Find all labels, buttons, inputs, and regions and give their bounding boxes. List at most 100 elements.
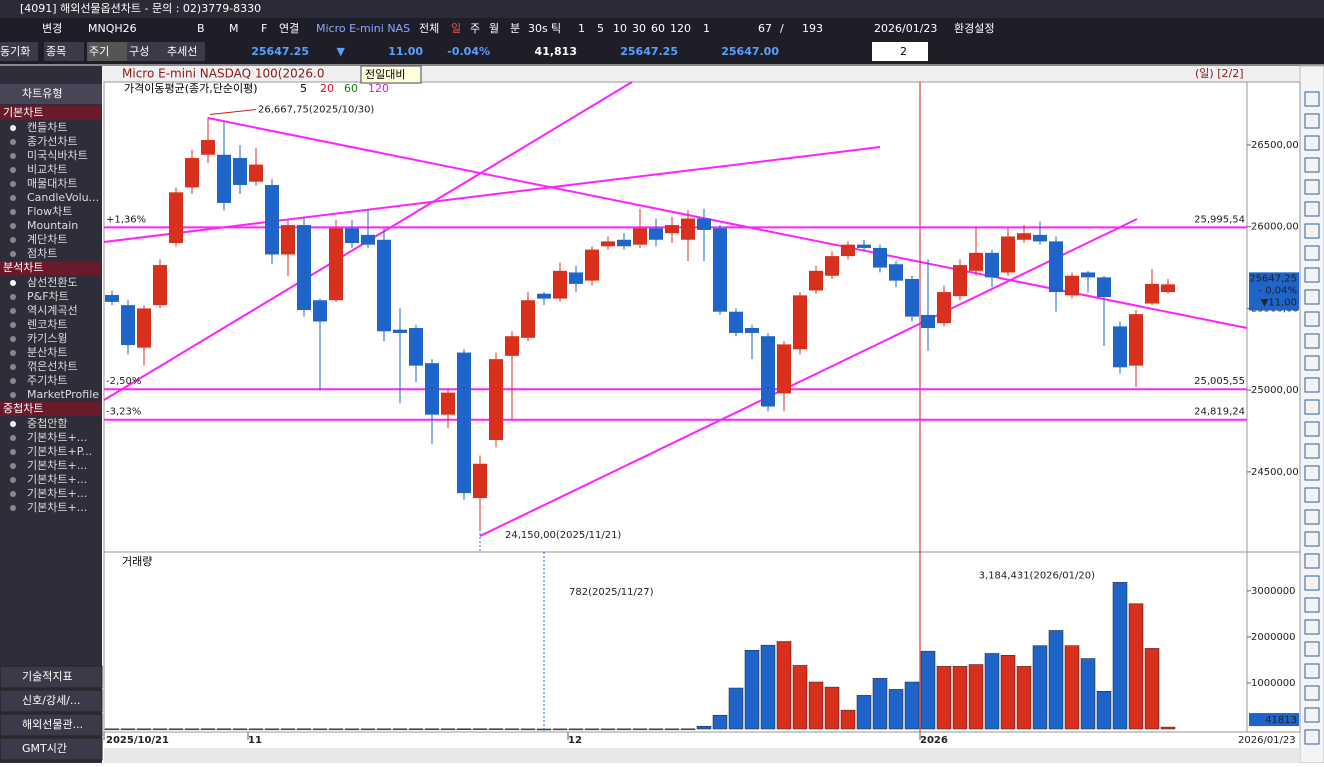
toolbar-item[interactable]: 주 — [470, 22, 480, 35]
panel-item[interactable]: 매물대차트 — [27, 177, 78, 190]
tool-icon[interactable] — [1304, 355, 1320, 371]
radio[interactable] — [10, 195, 16, 201]
panel-item[interactable]: 기본차트+... — [27, 501, 87, 514]
tab-bg[interactable] — [165, 42, 205, 61]
panel-item[interactable]: 기본차트+... — [27, 431, 87, 444]
toolbar-item[interactable]: 연결 — [279, 22, 299, 35]
toolbar-item[interactable]: Micro E-mini NAS — [316, 22, 410, 35]
panel-item[interactable]: 기본차트+P... — [27, 445, 92, 458]
toolbar-item[interactable]: M — [229, 22, 239, 35]
radio[interactable] — [10, 209, 16, 215]
tool-icon[interactable] — [1304, 531, 1320, 547]
tab-bg[interactable] — [0, 42, 38, 61]
bottom-item[interactable]: 신호/강세/... — [22, 694, 80, 707]
radio[interactable] — [10, 308, 16, 314]
radio[interactable] — [10, 350, 16, 356]
tool-icon[interactable] — [1304, 201, 1320, 217]
radio[interactable] — [10, 294, 16, 300]
panel-item[interactable]: 캔들차트 — [27, 121, 67, 134]
tool-icon[interactable] — [1304, 399, 1320, 415]
tool-icon[interactable] — [1304, 707, 1320, 723]
bottom-bg[interactable] — [0, 713, 103, 737]
tool-icon[interactable] — [1304, 443, 1320, 459]
panel-item[interactable]: 기본차트+... — [27, 473, 87, 486]
tool-icon[interactable] — [1304, 421, 1320, 437]
tool-icon[interactable] — [1304, 267, 1320, 283]
bottom-item[interactable]: GMT시간 — [22, 742, 67, 755]
toolbar-item[interactable]: 월 — [489, 22, 499, 35]
tab-bg[interactable] — [87, 42, 127, 61]
toolbar-item[interactable]: 10 — [613, 22, 627, 35]
radio[interactable] — [10, 167, 16, 173]
tab[interactable]: 추세선 — [167, 45, 197, 58]
tool-icon[interactable] — [1304, 465, 1320, 481]
panel-item[interactable]: 계단차트 — [27, 233, 67, 246]
bottom-item[interactable]: 해외선물관... — [22, 717, 83, 731]
toolbar-item[interactable]: 120 — [670, 22, 691, 35]
toolbar-item[interactable]: 5 — [597, 22, 604, 35]
tab-bg[interactable] — [44, 42, 84, 61]
panel-item[interactable]: 카기스윙 — [27, 332, 67, 345]
tool-icon[interactable] — [1304, 245, 1320, 261]
tool-icon[interactable] — [1304, 289, 1320, 305]
tool-icon[interactable] — [1304, 597, 1320, 613]
radio[interactable] — [10, 421, 16, 427]
radio[interactable] — [10, 125, 16, 131]
toolbar-item[interactable]: / — [780, 22, 784, 35]
toolbar-item[interactable]: 변경 — [42, 22, 62, 35]
panel-item[interactable]: MarketProfile — [27, 388, 99, 401]
panel-item[interactable]: 렌코차트 — [27, 318, 67, 331]
toolbar-item[interactable]: F — [261, 22, 267, 35]
tool-icon[interactable] — [1304, 487, 1320, 503]
tool-icon[interactable] — [1304, 377, 1320, 393]
tool-icon[interactable] — [1304, 91, 1320, 107]
tool-icon[interactable] — [1304, 113, 1320, 129]
tool-icon[interactable] — [1304, 223, 1320, 239]
toolbar-item[interactable]: 분 — [510, 22, 520, 35]
toolbar-item[interactable]: 30 — [632, 22, 646, 35]
panel-item[interactable]: 기본차트+... — [27, 459, 87, 472]
panel-item[interactable]: 미국식바차트 — [27, 149, 88, 162]
radio[interactable] — [10, 449, 16, 455]
tab[interactable]: 동기화 — [0, 45, 30, 58]
bottom-bg[interactable] — [0, 689, 103, 713]
panel-item[interactable]: 중첩안함 — [27, 417, 67, 430]
panel-item[interactable]: 기본차트+... — [27, 487, 87, 500]
tool-icon[interactable] — [1304, 509, 1320, 525]
toolbar-item[interactable]: 193 — [802, 22, 823, 35]
tool-icon[interactable] — [1304, 575, 1320, 591]
radio[interactable] — [10, 336, 16, 342]
tool-icon[interactable] — [1304, 135, 1320, 151]
panel-item[interactable]: CandleVolu... — [27, 191, 99, 204]
tool-icon[interactable] — [1304, 311, 1320, 327]
radio[interactable] — [10, 491, 16, 497]
toolbar-item[interactable]: 일 — [451, 21, 461, 35]
tool-icon[interactable] — [1304, 663, 1320, 679]
layout-select[interactable] — [872, 42, 928, 61]
radio[interactable] — [10, 223, 16, 229]
panel-item[interactable]: 종가선차트 — [27, 135, 78, 148]
tool-icon[interactable] — [1304, 619, 1320, 635]
tab[interactable]: 주기 — [89, 45, 109, 58]
bottom-bg[interactable] — [0, 665, 103, 689]
toolbar-item[interactable]: B — [197, 22, 205, 35]
panel-item[interactable]: 분산차트 — [27, 346, 67, 359]
tool-icon[interactable] — [1304, 641, 1320, 657]
toolbar-item[interactable]: 2026/01/23 — [874, 22, 937, 35]
radio[interactable] — [10, 139, 16, 145]
radio[interactable] — [10, 378, 16, 384]
panel-item[interactable]: P&F차트 — [27, 290, 69, 303]
panel-item[interactable]: Mountain — [27, 219, 78, 232]
radio[interactable] — [10, 237, 16, 243]
panel-item[interactable]: 점차트 — [27, 247, 57, 260]
panel-item[interactable]: 꺾은선차트 — [27, 360, 78, 373]
radio[interactable] — [10, 477, 16, 483]
radio[interactable] — [10, 392, 16, 398]
toolbar-item[interactable]: 틱 — [551, 22, 561, 35]
layout-count[interactable]: 2 — [900, 45, 907, 58]
radio[interactable] — [10, 435, 16, 441]
panel-item[interactable]: 주기차트 — [27, 374, 67, 387]
toolbar-item[interactable]: 67 — [758, 22, 772, 35]
toolbar-item[interactable]: 환경설정 — [954, 22, 994, 35]
panel-item[interactable]: Flow차트 — [27, 205, 72, 218]
